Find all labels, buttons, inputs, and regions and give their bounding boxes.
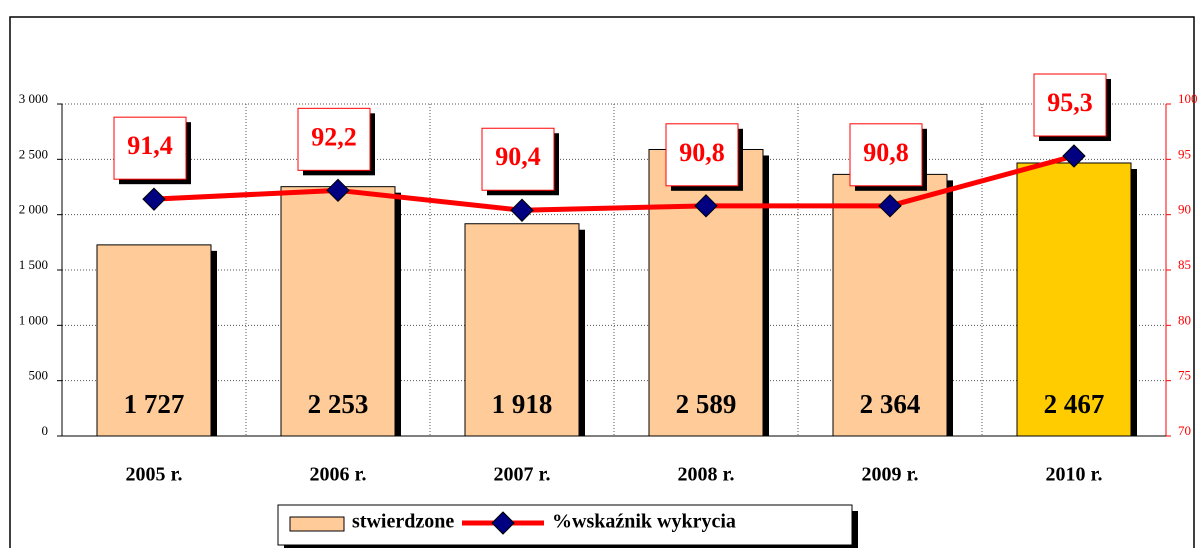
line-label: 92,2 [311,122,357,151]
y-tick-label: 0 [42,423,49,438]
marker [510,198,534,222]
bar-label: 2 589 [676,389,737,419]
line-label: 91,4 [127,131,173,160]
bar-label: 2 467 [1044,389,1105,419]
x-tick-label: 2010 r. [1045,464,1102,486]
bar-label: 2 364 [860,389,921,419]
legend-label: stwierdzone [352,511,454,533]
legend-marker [491,511,515,535]
label-box [849,123,923,187]
legend-swatch [289,516,345,532]
y2-tick-label: 85 [1178,257,1191,272]
label-box [297,107,371,171]
y2-tick-label: 100 [1178,91,1198,106]
bar-label: 1 918 [492,389,553,419]
y-tick-label: 500 [29,368,49,383]
marker [694,194,718,218]
y2-tick-label: 80 [1178,312,1191,327]
y-tick-label: 1 000 [19,312,48,327]
y-tick-label: 2 000 [19,202,48,217]
bar [832,173,948,437]
line-label: 90,8 [863,138,909,167]
x-tick-label: 2006 r. [309,464,366,486]
y2-tick-label: 90 [1178,202,1191,217]
bar [1016,162,1132,437]
label-box [1033,73,1107,137]
y-tick-label: 2 500 [19,146,48,161]
label-box [113,116,187,180]
legend-label: %wskaźnik wykrycia [552,511,736,533]
legend-box [277,504,853,546]
chart-frame [9,16,1195,548]
marker [878,194,902,218]
line-label: 90,8 [679,138,725,167]
line-label: 90,4 [495,142,541,171]
y2-tick-label: 70 [1178,423,1191,438]
marker [326,178,350,203]
y2-tick-label: 95 [1178,146,1191,161]
y-tick-label: 1 500 [19,257,48,272]
x-tick-label: 2008 r. [677,464,734,486]
x-tick-label: 2007 r. [493,464,550,486]
bar-label: 1 727 [124,389,185,419]
bar [280,186,396,437]
label-box [665,123,739,187]
line [153,153,1075,213]
bar [96,244,212,437]
marker [142,187,166,211]
label-box [481,127,555,191]
bar-label: 2 253 [308,389,369,419]
y-tick-label: 3 000 [19,91,48,106]
line-label: 95,3 [1047,88,1093,117]
y2-tick-label: 75 [1178,368,1191,383]
x-tick-label: 2009 r. [861,464,918,486]
marker [1062,144,1086,168]
x-tick-label: 2005 r. [125,464,182,486]
